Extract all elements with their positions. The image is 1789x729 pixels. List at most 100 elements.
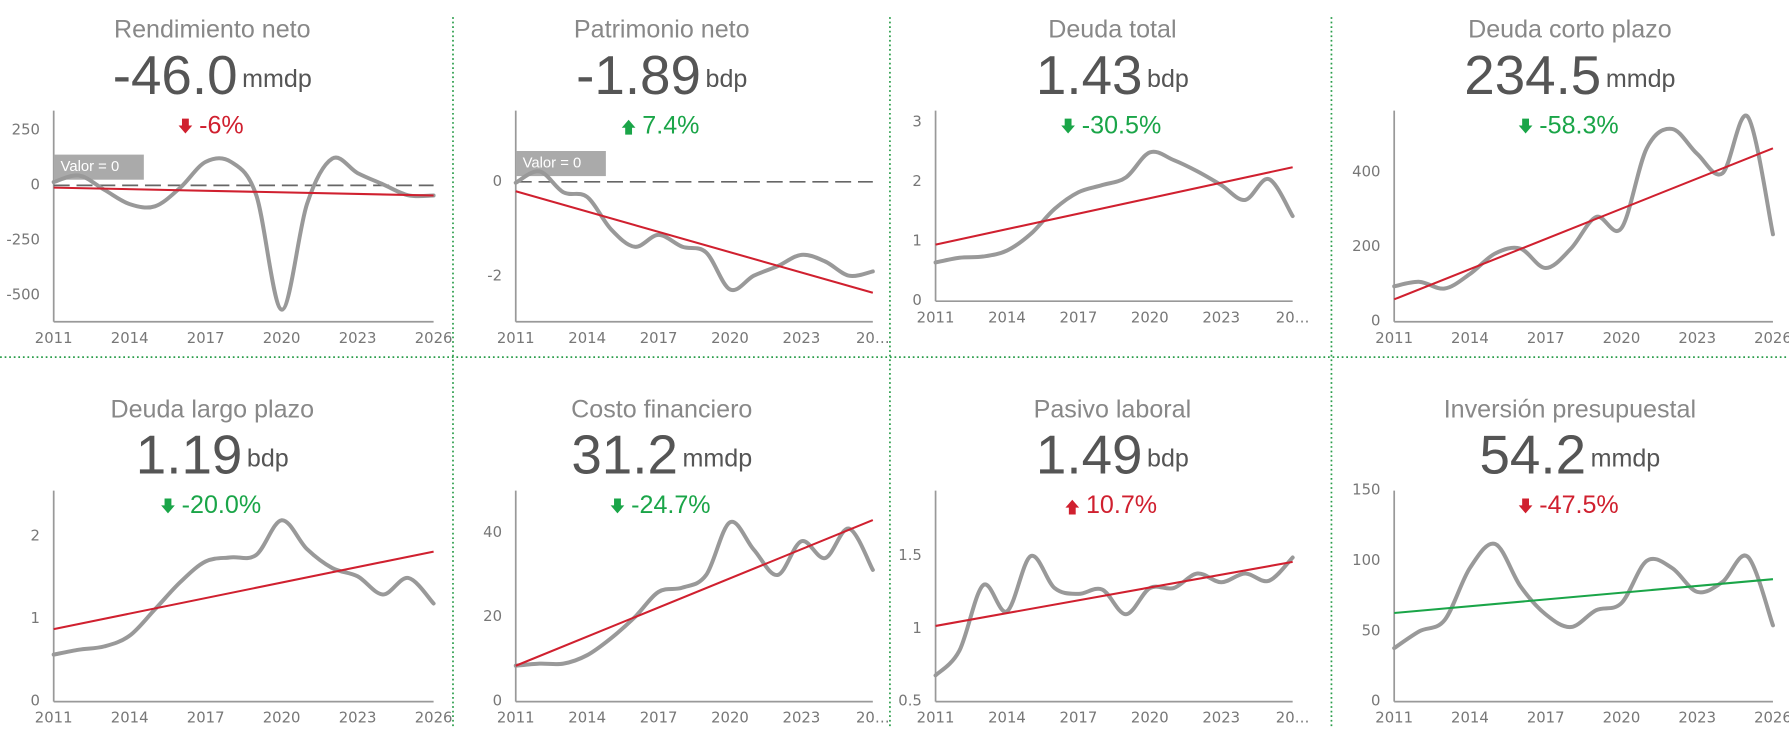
x-tick-label: 2023 bbox=[1202, 309, 1240, 326]
kpi-value: 54.2 bbox=[1479, 424, 1586, 486]
x-tick-label: 2014 bbox=[1451, 710, 1489, 727]
change: -20.0% bbox=[182, 491, 261, 519]
x-tick-label: 2011 bbox=[1375, 710, 1413, 727]
y-tick-label: 0 bbox=[31, 176, 40, 193]
x-tick-label: 2017 bbox=[640, 710, 678, 727]
x-tick-label: 2026 bbox=[415, 330, 453, 347]
kpi-unit: mmdp bbox=[682, 444, 752, 472]
y-tick-label: 20 bbox=[483, 608, 502, 625]
kpi-unit: mmdp bbox=[1606, 64, 1676, 92]
change: -58.3% bbox=[1539, 111, 1618, 139]
kpi-unit: bdp bbox=[1147, 64, 1189, 92]
x-tick-label: 2020 bbox=[711, 710, 749, 727]
kpi: 31.2 mmdp bbox=[571, 424, 752, 486]
x-tick-label: 2011 bbox=[35, 330, 73, 347]
chart-title: Rendimiento neto bbox=[114, 15, 311, 43]
trend-line bbox=[53, 550, 434, 631]
x-tick-label: 2017 bbox=[640, 330, 678, 347]
y-tick-label: 2 bbox=[31, 528, 40, 545]
x-tick-label: 2017 bbox=[1060, 710, 1098, 727]
reference-label: Valor = 0 bbox=[523, 155, 582, 171]
x-tick-label: 2017 bbox=[1527, 710, 1565, 727]
y-tick-label: 1 bbox=[912, 620, 921, 637]
x-tick-label: 2017 bbox=[1060, 309, 1098, 326]
reference-label: Valor = 0 bbox=[61, 159, 120, 175]
y-tick-label: 0 bbox=[493, 173, 502, 190]
change-arrow bbox=[161, 498, 175, 514]
x-tick-label: 2020 bbox=[1603, 330, 1641, 347]
y-tick-label: 1 bbox=[31, 610, 40, 627]
change: -6% bbox=[199, 111, 244, 139]
data-line bbox=[933, 149, 1295, 265]
kpi-value: -46.0 bbox=[113, 44, 238, 106]
kpi: 1.43 bdp bbox=[1036, 44, 1189, 106]
change-arrow bbox=[1065, 499, 1080, 515]
y-tick-label: 150 bbox=[1352, 482, 1380, 499]
chart-panel: Rendimiento neto-46.0 mmdp -6% -500 -250 0 250… bbox=[6, 15, 452, 346]
y-tick-label: 0 bbox=[912, 292, 921, 309]
x-tick-label: 2023 bbox=[1202, 710, 1240, 727]
data-line bbox=[51, 518, 436, 657]
x-tick-label: 2011 bbox=[497, 330, 535, 347]
x-tick-label: 2026 bbox=[415, 710, 453, 727]
x-tick-label: 2020 bbox=[711, 330, 749, 347]
chart-title: Pasivo laboral bbox=[1034, 395, 1192, 423]
kpi-value: 1.49 bbox=[1036, 424, 1143, 486]
x-tick-label: 20… bbox=[856, 330, 890, 347]
change-arrow bbox=[1518, 498, 1533, 514]
chart-title: Inversión presupuestal bbox=[1444, 395, 1696, 423]
change-arrow bbox=[178, 118, 193, 134]
kpi: -46.0 mmdp bbox=[113, 44, 312, 106]
change: -24.7% bbox=[631, 491, 710, 519]
data-line bbox=[513, 169, 875, 293]
x-tick-label: 2023 bbox=[783, 330, 821, 347]
y-tick-label: 400 bbox=[1352, 164, 1380, 181]
kpi-unit: mmdp bbox=[1591, 444, 1661, 472]
x-tick-label: 2026 bbox=[1754, 330, 1789, 347]
y-tick-label: -250 bbox=[6, 231, 40, 248]
x-tick-label: 2026 bbox=[1754, 710, 1789, 727]
separators bbox=[0, 17, 1789, 729]
trend-line bbox=[515, 519, 874, 667]
x-tick-label: 2011 bbox=[35, 710, 73, 727]
x-tick-label: 2023 bbox=[339, 710, 377, 727]
chart-title: Deuda corto plazo bbox=[1468, 15, 1672, 43]
data-line bbox=[1392, 113, 1775, 291]
change: -47.5% bbox=[1539, 491, 1618, 519]
change: 10.7% bbox=[1086, 491, 1157, 519]
kpi: -1.89 bdp bbox=[576, 44, 747, 106]
y-tick-label: 200 bbox=[1352, 238, 1380, 255]
kpi-unit: mmdp bbox=[242, 64, 312, 92]
x-tick-label: 2023 bbox=[783, 710, 821, 727]
trend-line bbox=[1393, 147, 1774, 301]
y-tick-label: 0 bbox=[1371, 313, 1380, 330]
chart-title: Patrimonio neto bbox=[574, 15, 750, 43]
kpi-value: 31.2 bbox=[571, 424, 678, 486]
x-tick-label: 2014 bbox=[568, 330, 606, 347]
y-tick-label: 1.5 bbox=[898, 547, 922, 564]
kpi: 1.19 bdp bbox=[136, 424, 289, 486]
kpi-unit: bdp bbox=[1147, 444, 1189, 472]
y-tick-label: 1 bbox=[912, 233, 921, 250]
change-arrow bbox=[610, 498, 625, 514]
y-tick-label: 0.5 bbox=[898, 693, 922, 710]
change-arrow bbox=[1061, 118, 1075, 134]
kpi-unit: bdp bbox=[247, 444, 289, 472]
y-tick-label: 250 bbox=[12, 121, 40, 138]
change: -30.5% bbox=[1082, 111, 1161, 139]
x-tick-label: 2017 bbox=[187, 330, 225, 347]
trend-line bbox=[53, 186, 434, 197]
x-tick-label: 2020 bbox=[1131, 309, 1169, 326]
y-tick-label: -500 bbox=[6, 286, 40, 303]
change-arrow bbox=[1518, 118, 1533, 134]
x-tick-label: 2023 bbox=[1678, 330, 1716, 347]
kpi-value: -1.89 bbox=[576, 44, 701, 106]
kpi-value: 1.19 bbox=[136, 424, 243, 486]
chart-title: Deuda total bbox=[1048, 15, 1176, 43]
trend-line bbox=[935, 560, 1293, 627]
x-tick-label: 2011 bbox=[917, 309, 955, 326]
